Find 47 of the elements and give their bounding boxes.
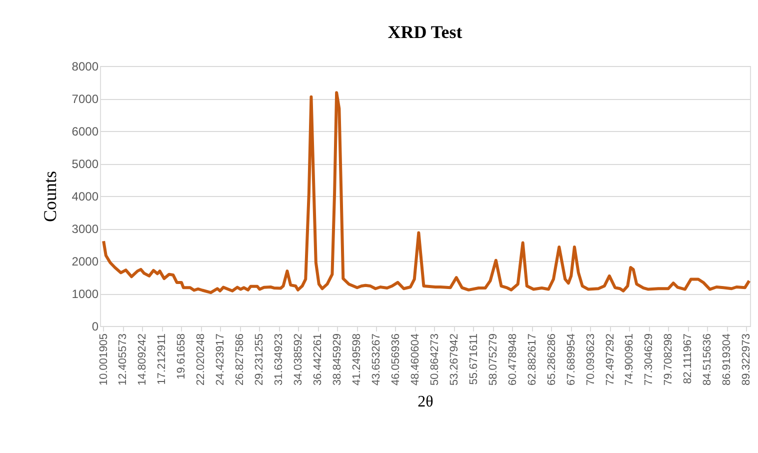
x-tick-label: 10.001905 (98, 334, 110, 386)
x-tick-label: 14.809242 (136, 334, 149, 386)
x-tick-label: 55.671611 (468, 334, 480, 385)
x-tick-label: 12.405573 (117, 334, 130, 386)
y-tick-label: 7000 (72, 92, 99, 106)
y-tick-label: 6000 (72, 124, 99, 138)
x-tick-label: 36.442261 (312, 334, 324, 386)
x-tick-label: 38.845929 (332, 334, 344, 386)
x-tick-label: 79.708298 (662, 334, 675, 386)
y-tick-label: 2000 (72, 254, 99, 268)
y-tick-label: 1000 (72, 287, 99, 301)
x-tick-label: 77.304629 (643, 334, 656, 386)
x-tick-label: 19.61658 (176, 334, 188, 380)
x-tick-label: 34.038592 (292, 334, 305, 386)
x-tick-label: 50.864273 (428, 334, 441, 386)
x-tick-label: 72.497292 (604, 334, 616, 386)
x-tick-label: 58.075279 (487, 334, 500, 386)
x-axis-title: 2θ (418, 394, 434, 410)
x-tick-label: 22.020248 (195, 334, 208, 386)
y-tick-label: 5000 (72, 157, 99, 171)
x-tick-label: 74.900961 (624, 334, 636, 386)
x-tick-label: 48.460604 (409, 334, 422, 386)
x-tick-label: 29.231255 (254, 334, 266, 386)
x-tick-label: 17.212911 (156, 334, 168, 385)
x-tick-label: 86.919304 (721, 334, 734, 386)
x-tick-label: 70.093623 (584, 334, 597, 386)
x-tick-label: 46.056936 (390, 334, 402, 386)
line-series (102, 91, 751, 294)
x-tick-label: 62.882617 (526, 334, 538, 386)
y-tick-label: 4000 (72, 190, 99, 204)
y-axis-title: Counts (40, 170, 60, 222)
x-tick-label: 41.249598 (351, 334, 364, 386)
x-tick-label: 60.478948 (506, 334, 519, 386)
x-tick-label: 89.322973 (740, 334, 753, 386)
x-tick-label: 24.423917 (214, 334, 227, 386)
x-tick-label: 82.111967 (682, 334, 694, 384)
x-tick-label: 65.286286 (546, 334, 558, 386)
y-tick-label: 3000 (72, 222, 99, 236)
x-tick-label: 84.515636 (702, 334, 714, 386)
chart-title: XRD Test (388, 22, 462, 42)
x-tick-label: 31.634923 (273, 334, 286, 386)
x-tick-label: 53.267942 (448, 334, 460, 386)
x-tick-label: 26.827586 (234, 334, 246, 386)
y-tick-label: 8000 (72, 60, 99, 74)
x-tick-label: 67.689954 (565, 334, 578, 386)
x-tick-label: 43.653267 (370, 334, 382, 386)
y-tick-label: 0 (92, 320, 99, 334)
